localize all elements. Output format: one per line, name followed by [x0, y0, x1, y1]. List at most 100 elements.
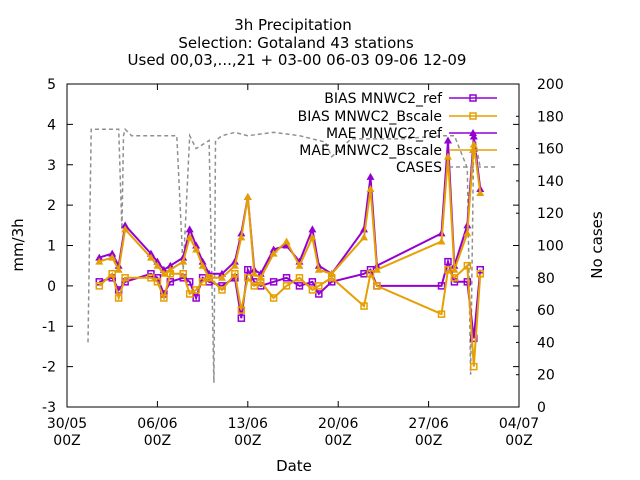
data-point: [108, 270, 116, 278]
data-point: [147, 270, 155, 278]
data-point: [308, 225, 317, 233]
data-point: [231, 270, 239, 278]
data-point: [450, 274, 459, 282]
data-point: [114, 265, 123, 273]
series-mae-mnwc2-bscale: [95, 140, 485, 281]
data-point: [476, 265, 485, 274]
data-point: [244, 274, 252, 282]
data-point: [476, 270, 485, 278]
data-point: [282, 282, 291, 290]
data-point: [360, 233, 369, 241]
x-tick-label: 30/05: [47, 416, 87, 432]
data-point: [205, 274, 213, 282]
data-point: [146, 253, 155, 261]
data-point: [121, 221, 130, 229]
data-point: [314, 265, 323, 273]
data-point: [230, 261, 239, 269]
y2-axis-label: No cases: [588, 211, 606, 279]
data-point: [327, 274, 336, 282]
x-tick-sublabel: 00Z: [324, 433, 351, 449]
x-tick-label: 27/06: [408, 416, 448, 432]
x-tick-sublabel: 00Z: [415, 433, 442, 449]
data-point: [308, 286, 317, 294]
x-tick-sublabel: 00Z: [505, 433, 532, 449]
data-point: [269, 294, 278, 302]
data-point: [166, 261, 175, 269]
legend-label-cases: CASES: [396, 160, 442, 176]
data-point: [108, 249, 117, 257]
data-point: [192, 294, 200, 302]
data-point: [218, 286, 226, 294]
data-point: [295, 282, 304, 290]
data-point: [95, 282, 104, 290]
data-point: [443, 136, 452, 144]
data-point: [160, 294, 168, 302]
data-point: [244, 265, 252, 274]
data-point: [250, 282, 259, 290]
title-line-2: Selection: Gotaland 43 stations: [178, 34, 413, 52]
y2-tick-label: 80: [537, 271, 555, 287]
x-tick-label: 20/06: [318, 416, 358, 432]
data-point: [450, 265, 459, 273]
x-tick-sublabel: 00Z: [144, 433, 171, 449]
data-point: [108, 253, 117, 261]
data-point: [217, 273, 226, 281]
data-point: [243, 193, 252, 201]
data-point: [315, 290, 323, 298]
data-point: [95, 253, 104, 261]
x-axis-ticks: 30/0500Z06/0600Z13/0600Z20/0600Z27/0600Z…: [47, 84, 539, 449]
data-point: [153, 261, 162, 269]
y-tick-label: -2: [42, 360, 56, 376]
data-point: [437, 237, 446, 245]
data-point: [237, 314, 246, 322]
data-point: [179, 253, 188, 261]
legend-marker-bias-bscale: [469, 112, 477, 120]
series-cases: [87, 127, 482, 383]
title-line-3: Used 00,03,...,21 + 03-00 06-03 09-06 12…: [128, 51, 467, 69]
data-point: [192, 286, 200, 294]
data-point: [469, 140, 478, 148]
y-axis-label: mm/3h: [9, 218, 27, 271]
series-bias-mnwc2-bscale: [95, 261, 485, 371]
y2-tick-label: 0: [537, 400, 546, 416]
y-tick-label: 1: [47, 239, 56, 255]
data-point: [237, 306, 246, 314]
data-point: [121, 225, 130, 233]
data-point: [166, 270, 175, 278]
data-point: [443, 152, 452, 160]
legend-label-bias-ref: BIAS MNWC2_ref: [324, 91, 443, 107]
data-point: [230, 257, 239, 265]
series-line: [99, 144, 482, 280]
legend-marker-mae-ref: [469, 129, 477, 136]
y2-tick-label: 180: [537, 109, 564, 125]
data-point: [470, 334, 478, 343]
data-point: [295, 261, 304, 269]
data-point: [237, 233, 246, 241]
legend-label-mae-bscale: MAE MNWC2_Bscale: [299, 143, 442, 159]
y-tick-label: 2: [47, 198, 56, 214]
x-tick-label: 06/06: [137, 416, 177, 432]
data-point: [366, 184, 375, 192]
legend-label-mae-ref: MAE MNWC2_ref: [326, 126, 443, 142]
data-point: [372, 265, 381, 273]
legend-marker-mae-bscale: [469, 146, 477, 153]
data-point: [444, 265, 452, 274]
series-line: [99, 258, 482, 339]
data-point: [437, 282, 446, 290]
data-point: [463, 229, 472, 237]
y-tick-label: -3: [42, 400, 56, 416]
chart-title: 3h Precipitation Selection: Gotaland 43 …: [128, 16, 467, 69]
data-point: [476, 189, 485, 197]
y2-axis-ticks: 0 20 40 60 80 100 120 140 160 180 200: [516, 77, 564, 416]
data-point: [315, 282, 323, 290]
y2-tick-label: 20: [537, 368, 555, 384]
y2-tick-label: 140: [537, 174, 564, 190]
x-tick-sublabel: 00Z: [234, 433, 261, 449]
series-line: [87, 127, 482, 383]
data-point: [437, 310, 446, 318]
data-point: [153, 278, 162, 286]
data-point: [114, 294, 123, 302]
legend-label-bias-bscale: BIAS MNWC2_Bscale: [298, 109, 442, 125]
data-point: [366, 270, 375, 278]
